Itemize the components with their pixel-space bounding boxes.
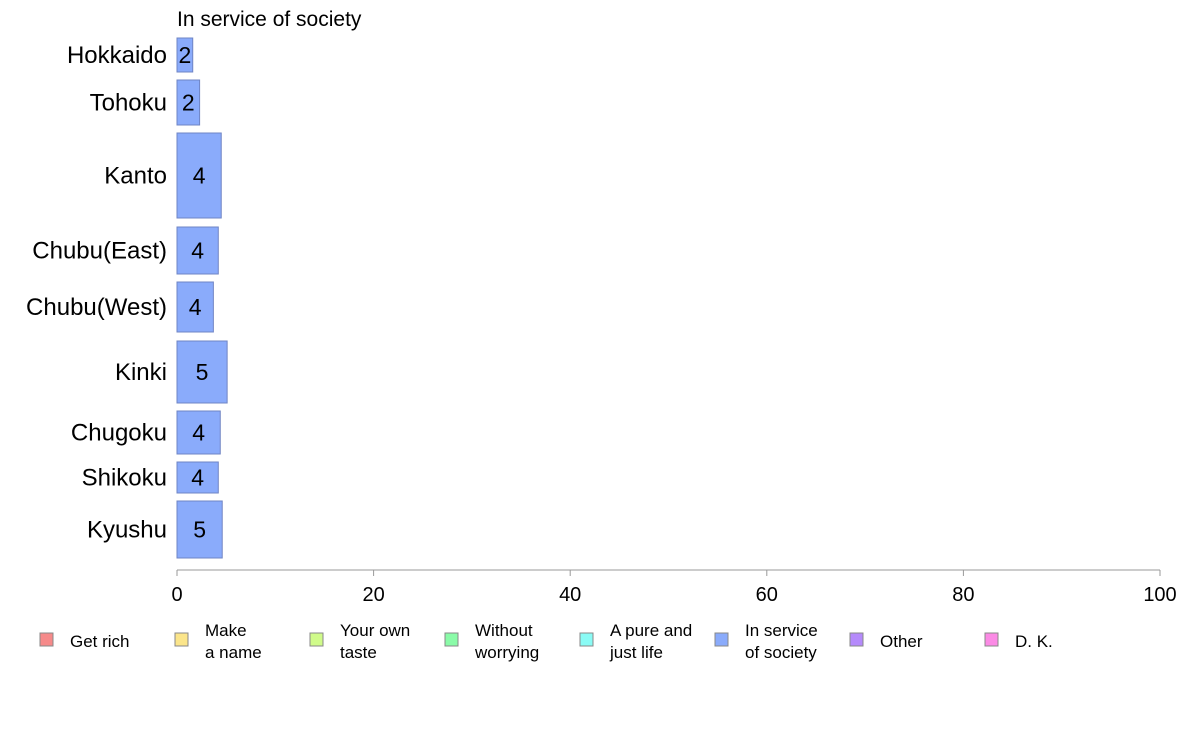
bar <box>176 461 219 494</box>
bar <box>176 410 221 455</box>
legend-label: A pure and just life <box>609 621 692 662</box>
data-label: 2 <box>182 90 195 116</box>
data-label: 4 <box>191 238 204 264</box>
x-tick-label: 100 <box>1143 584 1176 606</box>
legend-swatch <box>444 632 459 647</box>
data-label: 5 <box>193 517 206 543</box>
data-label: 5 <box>196 359 209 385</box>
legend: Get rich Make a name Your own taste Without wo… <box>39 621 1053 662</box>
legend-label-line: A pure and <box>610 621 692 640</box>
category-label: Tohoku <box>90 90 167 117</box>
bar <box>176 281 214 333</box>
category-label: Chugoku <box>71 420 167 447</box>
legend-swatch <box>174 632 189 647</box>
x-tick-label: 0 <box>171 584 182 606</box>
legend-swatch <box>984 632 999 647</box>
legend-label: Other <box>880 632 923 651</box>
legend-label: Get rich <box>70 632 130 651</box>
data-label: 4 <box>192 420 205 446</box>
legend-label: D. K. <box>1015 632 1053 651</box>
legend-label-line: a name <box>205 643 262 662</box>
legend-swatch <box>309 632 324 647</box>
data-label: 4 <box>191 465 204 491</box>
x-tick-label: 60 <box>756 584 778 606</box>
category-label: Chubu(East) <box>32 238 167 265</box>
legend-label: Make a name <box>205 621 262 662</box>
bar <box>176 132 222 219</box>
legend-label-line: taste <box>340 643 377 662</box>
chart-title: In service of society <box>177 8 362 31</box>
bar <box>176 226 219 275</box>
data-label: 4 <box>193 163 206 189</box>
bar <box>176 79 201 126</box>
legend-swatch <box>849 632 864 647</box>
bar <box>176 340 228 404</box>
category-label: Chubu(West) <box>26 294 167 321</box>
bars-group: Hokkaido 2 Tohoku 2 Kanto 4 Chubu(East) 4 Chubu(… <box>26 37 228 559</box>
legend-label-line: In service <box>745 621 818 640</box>
legend-label-line: just life <box>609 643 663 662</box>
legend-label-line: Your own <box>340 621 410 640</box>
category-label: Kanto <box>104 163 167 190</box>
category-label: Kyushu <box>87 517 167 544</box>
x-tick-label: 20 <box>362 584 384 606</box>
x-tick-label: 80 <box>952 584 974 606</box>
legend-swatch <box>579 632 594 647</box>
legend-label: Without worrying <box>474 621 539 662</box>
category-label: Hokkaido <box>67 42 167 69</box>
legend-label: Your own taste <box>340 621 410 662</box>
data-label: 2 <box>178 42 191 68</box>
legend-label-line: worrying <box>474 643 539 662</box>
x-tick-label: 40 <box>559 584 581 606</box>
x-axis: 0 20 40 60 80 100 <box>171 569 1177 606</box>
legend-swatch <box>39 632 54 647</box>
legend-label-line: of society <box>745 643 817 662</box>
legend-label: In service of society <box>745 621 818 662</box>
legend-label-line: Make <box>205 621 247 640</box>
legend-swatch <box>714 632 729 647</box>
category-label: Shikoku <box>82 465 167 492</box>
data-label: 4 <box>189 294 202 320</box>
category-label: Kinki <box>115 359 167 386</box>
bar <box>176 37 194 73</box>
legend-label-line: Without <box>475 621 533 640</box>
bar <box>176 500 223 559</box>
